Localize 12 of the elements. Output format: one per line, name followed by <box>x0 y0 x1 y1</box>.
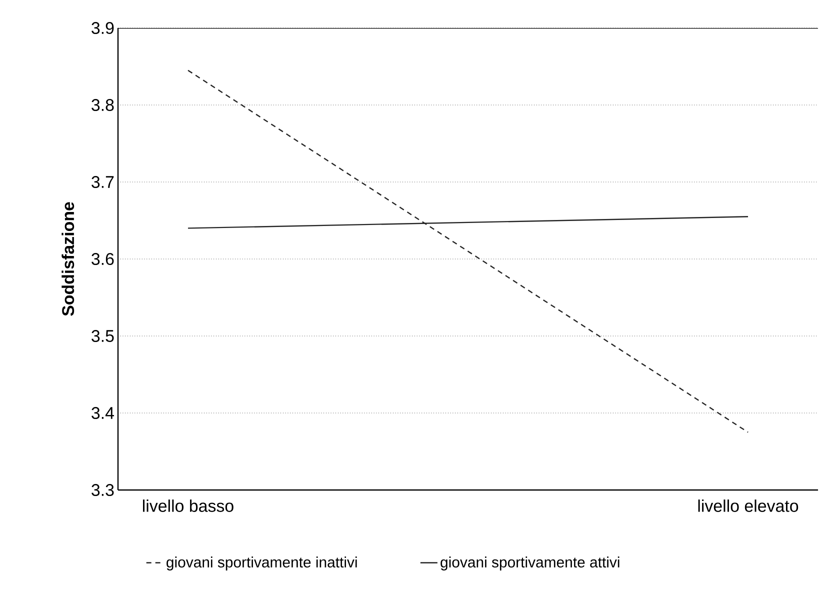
legend-label: giovani sportivamente inattivi <box>166 556 357 570</box>
y-tick-label: 3.8 <box>92 99 114 112</box>
y-axis-title: Soddisfazione <box>62 202 74 316</box>
x-tick-label: livello basso <box>143 500 234 512</box>
legend-label: giovani sportivamente attivi <box>440 556 620 570</box>
y-tick-label: 3.3 <box>92 484 114 496</box>
y-tick-label: 3.6 <box>92 253 114 266</box>
y-tick-label: 3.7 <box>92 176 114 188</box>
x-tick-label: livello elevato <box>698 500 798 512</box>
y-tick-label: 3.4 <box>92 407 114 420</box>
y-tick-label: 3.5 <box>92 330 114 342</box>
y-tick-label: 3.9 <box>92 22 114 34</box>
